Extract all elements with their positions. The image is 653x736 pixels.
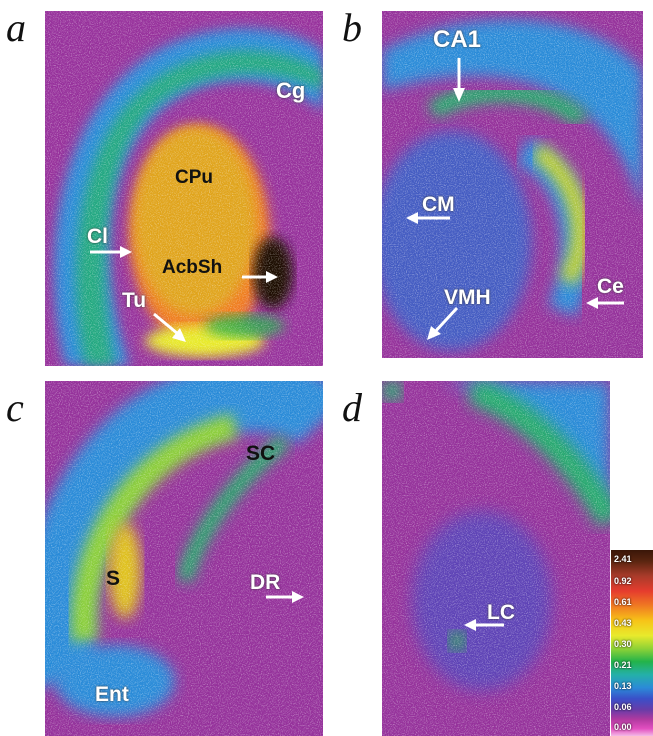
label-ce: Ce [597,275,624,298]
label-s: S [106,567,121,590]
label-sc: SC [246,442,276,465]
scale-tick: 0.43 [614,618,632,628]
scale-tick: 0.13 [614,681,632,691]
panel-c-image [45,381,323,736]
label-cl: Cl [87,225,108,248]
panel-letter-a: a [6,5,26,50]
arrow-cm [406,212,450,224]
panel-letter-c: c [6,385,24,430]
arrow-dr [266,591,304,603]
arrow-acbsh [242,271,278,283]
label-lc: LC [487,601,515,624]
scale-tick: 0.30 [614,639,632,649]
label-ca1: CA1 [433,26,482,53]
scale-tick: 0.06 [614,702,632,712]
scale-tick: 0.92 [614,576,632,586]
label-dr: DR [250,571,281,594]
arrow-tu [153,312,186,342]
color-scale-gradient [611,550,653,736]
arrow-ca1 [453,58,465,102]
scale-tick: 0.00 [614,722,632,732]
label-cm: CM [422,193,455,216]
panel-b-image [382,11,643,358]
scale-tick: 2.41 [614,554,632,564]
scale-tick: 0.21 [614,660,632,670]
panel-d-image [382,381,610,736]
label-acbsh: AcbSh [162,257,223,278]
scale-tick: 0.61 [614,597,632,607]
label-cpu: CPu [175,167,213,188]
label-ent: Ent [95,683,129,706]
arrow-ce [586,297,624,309]
arrow-lc [464,619,504,631]
arrow-cl [90,246,132,258]
label-tu: Tu [122,289,147,312]
panel-a-image [45,11,323,366]
label-vmh: VMH [444,286,491,309]
color-scale-bar: 2.41 0.92 0.61 0.43 0.30 0.21 0.13 0.06 … [611,550,653,736]
panel-letter-d: d [342,385,362,430]
label-cg: Cg [276,78,306,103]
panel-letter-b: b [342,5,362,50]
arrow-vmh [427,306,459,340]
